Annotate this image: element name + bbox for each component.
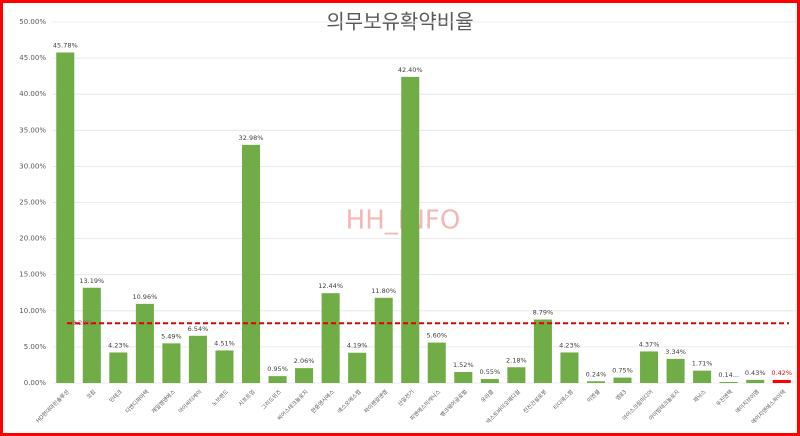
bar — [82, 287, 101, 383]
x-tick-label: 디앤디파마텍 — [123, 388, 150, 415]
data-label: 0.14... — [718, 371, 739, 379]
chart: 의무보유확약비율 HH_INFO 0.00%5.00%10.00%15.00%2… — [19, 10, 795, 426]
bar — [135, 303, 154, 383]
x-tick-label: 에스오에스랩 — [336, 388, 363, 415]
x-tick-label: 티디에스팜 — [551, 388, 575, 412]
y-tick-label: 5.00% — [24, 343, 47, 351]
data-label: 11.80% — [371, 287, 396, 295]
data-label: 4.19% — [347, 342, 368, 350]
bar — [374, 297, 393, 383]
bar — [560, 352, 579, 383]
bar — [454, 372, 473, 383]
bar — [348, 352, 367, 383]
y-tick-label: 10.00% — [19, 307, 46, 315]
data-label: 2.06% — [294, 357, 315, 365]
x-tick-label: 아이씨티케이 — [176, 388, 203, 415]
data-label: 32.98% — [239, 134, 264, 142]
data-label: 8.79% — [533, 309, 554, 317]
bar — [746, 379, 765, 383]
bar — [109, 352, 128, 383]
x-tick-label: 엠83 — [614, 387, 629, 402]
x-tick-label: 우진엔텍 — [714, 388, 734, 408]
data-label: 2.18% — [506, 356, 527, 364]
x-tick-label: 코칩 — [84, 388, 97, 401]
x-tick-label: 제닉스 — [691, 388, 707, 404]
data-label: 0.55% — [480, 368, 501, 376]
y-tick-label: 40.00% — [19, 90, 46, 98]
y-tick-label: 20.00% — [19, 235, 46, 243]
bar — [533, 319, 552, 383]
x-tick-label: 이엔셀 — [585, 388, 601, 404]
y-tick-label: 30.00% — [19, 162, 46, 170]
data-label: 0.42% — [771, 369, 792, 377]
x-tick-label: 에이치브이엠 — [734, 388, 761, 415]
y-tick-label: 0.00% — [24, 379, 47, 387]
bar — [241, 144, 261, 383]
data-label: 5.60% — [426, 332, 447, 340]
bar — [586, 381, 606, 383]
x-tick-label: 유라클 — [479, 388, 495, 404]
y-tick-label: 35.00% — [19, 126, 46, 134]
data-label: 45.78% — [53, 41, 78, 49]
x-tick-label: 산일전기 — [396, 388, 416, 408]
x-tick-label: 노브랜드 — [210, 388, 230, 408]
data-label: 13.19% — [79, 277, 104, 285]
x-tick-label: 그리드위즈 — [259, 388, 283, 412]
data-label: 42.40% — [398, 66, 423, 74]
x-tick-label: 뱅크웨어글로벌 — [438, 388, 469, 419]
average-label: 8.28% — [72, 319, 93, 327]
y-tick-label: 50.00% — [19, 18, 46, 26]
bar — [56, 52, 75, 384]
x-tick-label: 민테크 — [107, 388, 123, 404]
bar — [215, 350, 234, 383]
bar — [613, 377, 632, 383]
data-label: 1.71% — [692, 360, 713, 368]
bar — [640, 351, 659, 383]
y-tick-label: 45.00% — [19, 54, 46, 62]
bar — [719, 381, 738, 383]
data-label: 0.43% — [745, 369, 766, 377]
data-label: 4.23% — [559, 341, 580, 349]
x-tick-label: 한중엔시에스 — [309, 388, 336, 415]
data-label: 0.95% — [267, 365, 288, 373]
data-label: 0.75% — [612, 367, 633, 375]
bar — [693, 370, 712, 383]
data-label: 4.51% — [214, 339, 235, 347]
x-tick-label: 전진건설로봇 — [521, 388, 548, 415]
x-tick-label: 제일엠앤에스 — [150, 388, 177, 415]
data-label: 3.34% — [665, 348, 686, 356]
bar — [188, 335, 207, 383]
bar — [507, 367, 526, 383]
data-label: 5.49% — [161, 332, 182, 340]
chart-title: 의무보유확약비율 — [326, 10, 473, 34]
bar — [480, 379, 499, 383]
bar — [427, 342, 446, 383]
bar — [162, 343, 181, 383]
x-tick-label: 시프트업 — [237, 388, 257, 408]
data-label: 4.37% — [639, 340, 660, 348]
bar — [401, 76, 420, 383]
y-tick-label: 25.00% — [19, 199, 46, 207]
data-label: 10.96% — [132, 293, 157, 301]
x-tick-label: HD현대마린솔루션 — [34, 388, 71, 425]
data-label: 4.23% — [108, 341, 129, 349]
data-label: 12.44% — [318, 282, 343, 290]
bar — [295, 368, 314, 383]
bar — [666, 358, 685, 383]
data-label: 0.24% — [586, 370, 607, 378]
data-label: 6.54% — [188, 325, 209, 333]
y-tick-label: 15.00% — [19, 271, 46, 279]
bar — [772, 379, 791, 383]
data-label: 1.52% — [453, 361, 474, 369]
bar — [321, 293, 340, 383]
x-tick-label: 하이젠알앤엠 — [362, 388, 389, 415]
bar — [268, 376, 287, 383]
